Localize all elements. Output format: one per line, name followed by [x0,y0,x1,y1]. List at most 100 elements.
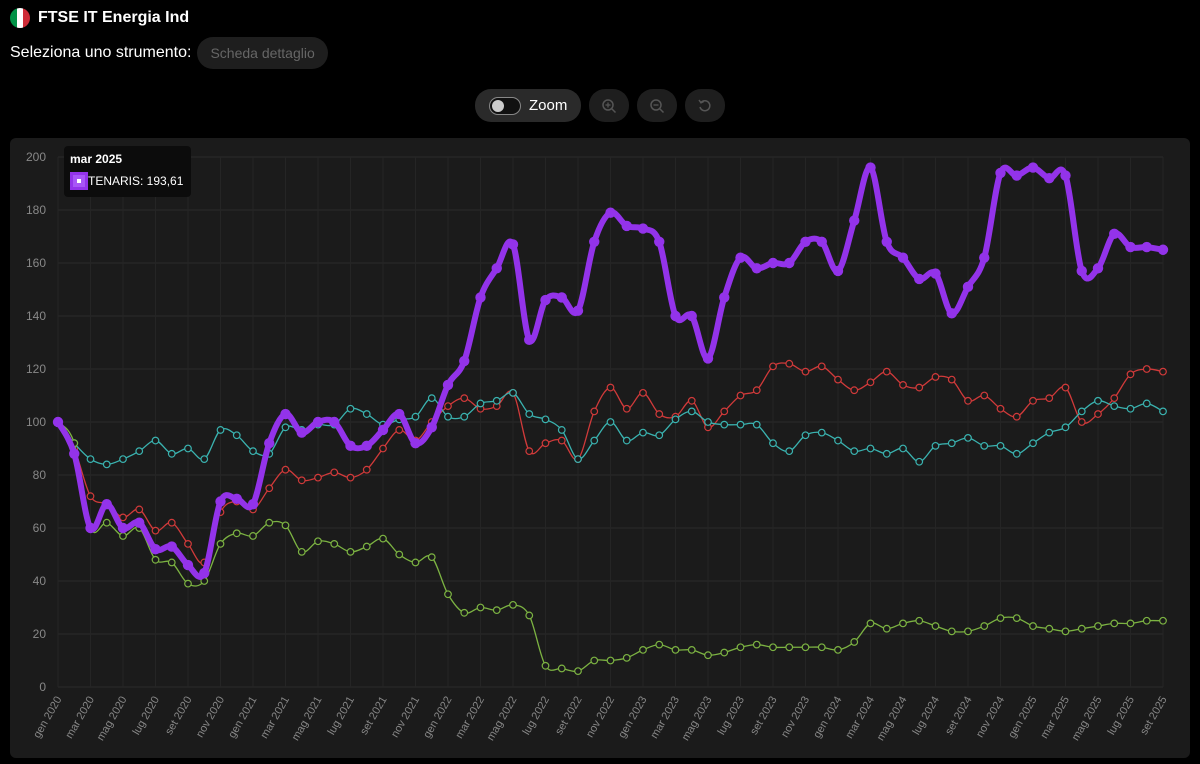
x-tick-label: mag 2020 [95,695,130,743]
zoom-label: Zoom [529,97,568,114]
data-point [720,407,729,416]
data-point [119,455,127,464]
data-point [426,422,437,433]
data-point [69,448,80,459]
data-point [622,436,631,445]
data-point [265,518,274,527]
data-point [590,436,599,445]
series-lines [52,162,1169,675]
data-point [329,416,340,428]
data-point [1077,624,1086,633]
y-tick-label: 20 [33,627,47,641]
zoom-in-button[interactable] [589,89,630,122]
data-point [330,468,339,477]
data-point [491,263,502,274]
data-point [915,616,924,625]
data-point [1045,624,1054,633]
x-tick-label: set 2025 [1138,695,1169,738]
data-point [134,517,145,528]
data-point [785,643,794,652]
data-point [1045,394,1054,403]
data-point [980,622,989,630]
data-point [899,380,907,389]
data-point [151,555,160,564]
data-point [964,396,972,405]
data-point [492,606,501,615]
data-point [980,441,989,450]
data-point [557,426,566,434]
x-tick-label: mag 2021 [290,695,325,743]
data-point [605,207,616,218]
data-point [184,579,192,588]
data-point [427,553,436,562]
data-point [1077,418,1086,426]
data-point [996,404,1005,413]
x-tick-label: gen 2022 [421,695,454,741]
data-point [914,273,925,285]
data-point [1159,367,1167,376]
data-point [801,431,810,440]
x-tick-label: lug 2022 [521,695,553,738]
data-point [899,619,907,628]
data-point [704,418,712,426]
data-point [442,379,454,391]
data-point [574,455,582,464]
detail-sheet-button[interactable]: Scheda dettaglio [197,37,328,69]
data-point [817,643,826,652]
data-point [1141,241,1152,253]
data-point [1012,449,1021,458]
data-point [639,428,647,437]
x-tick-label: lug 2023 [716,695,748,738]
data-point [964,627,972,636]
data-point [199,567,210,579]
data-point [151,526,160,535]
data-point [1045,428,1054,437]
zoom-out-button[interactable] [637,89,678,122]
data-point [930,268,941,279]
data-point [1061,423,1070,432]
y-tick-label: 140 [26,309,46,323]
data-point [670,310,681,322]
data-point [655,640,664,649]
data-point [719,292,730,303]
data-point [525,611,534,620]
data-point [184,444,192,453]
x-tick-label: gen 2025 [1006,695,1039,741]
data-point [167,518,176,527]
data-point [572,305,584,316]
data-point [314,537,322,546]
reset-zoom-button[interactable] [685,89,726,122]
data-point [736,643,745,652]
tooltip-row: TENARIS: 193,61 [70,172,183,190]
data-point [1027,162,1039,173]
reset-icon [698,99,711,111]
data-point [249,532,257,540]
toggle-switch-icon[interactable] [489,96,521,115]
data-point [150,544,161,555]
data-point [119,532,127,540]
data-point [281,423,290,432]
data-point [411,558,420,567]
data-point [231,493,242,505]
data-point [995,167,1006,179]
data-point [184,540,192,548]
data-point [1092,263,1104,274]
data-point [151,436,160,445]
data-point [216,540,225,548]
data-point [1029,622,1037,630]
zoom-out-icon [650,98,665,113]
x-tick-label: mar 2023 [648,695,682,741]
data-point [444,412,452,421]
data-point [361,440,372,452]
y-tick-label: 200 [26,150,46,164]
data-point [671,415,680,424]
data-point [621,220,632,232]
data-point [52,416,64,428]
data-point [834,375,842,384]
data-point [1142,365,1151,373]
data-point [769,439,777,448]
data-point [574,667,582,675]
data-point [411,412,420,421]
zoom-toggle-button[interactable]: Zoom [475,89,582,122]
